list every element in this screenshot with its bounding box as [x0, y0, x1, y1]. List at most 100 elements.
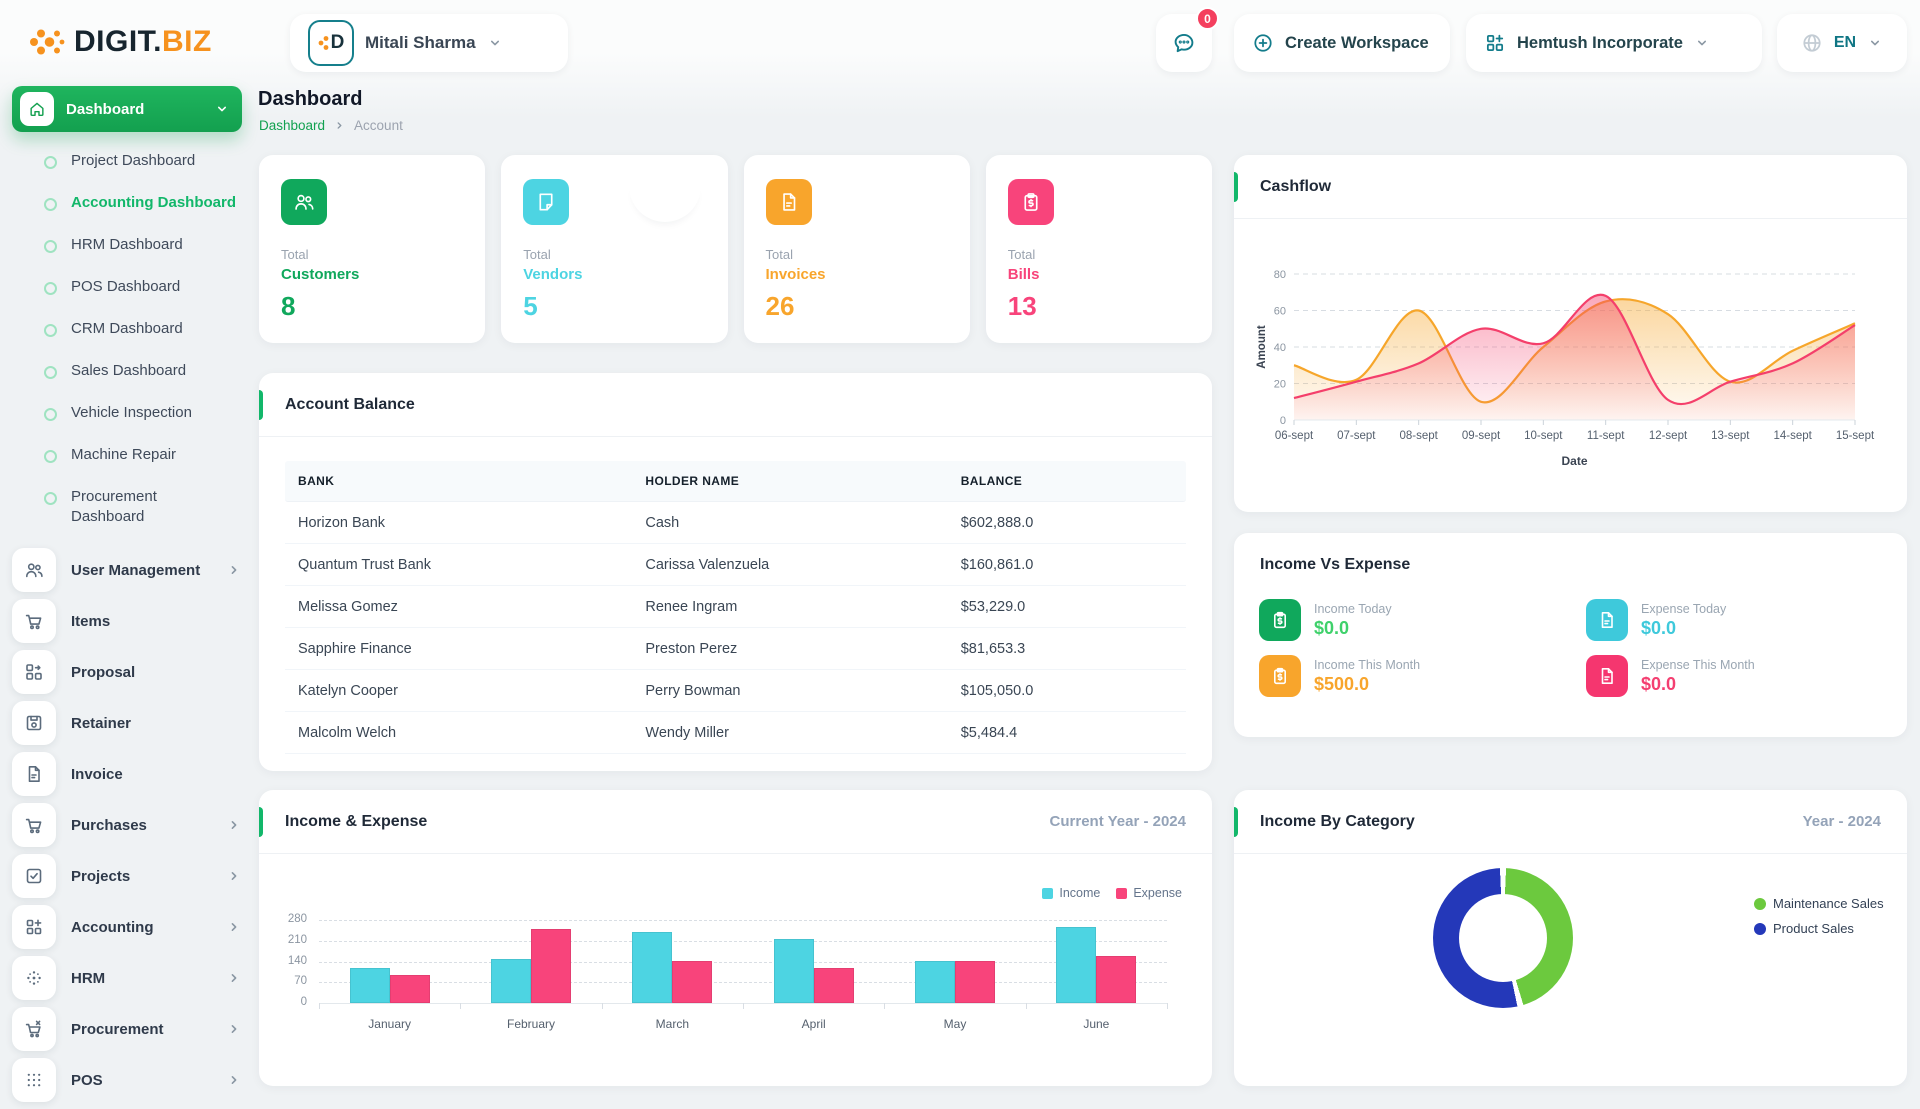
- breadcrumb-dashboard[interactable]: Dashboard: [259, 118, 326, 133]
- income-bar: [491, 958, 531, 1003]
- bullet-icon: [44, 492, 57, 505]
- document-icon: [12, 752, 56, 796]
- cashflow-area-chart: 80 60 40 20 0 06-sept 07-sept 08-sept 09-sept 10-…: [1256, 269, 1875, 468]
- table-row: Sapphire Finance Preston Perez $81,653.3: [285, 628, 1186, 670]
- notification-badge: 0: [1196, 7, 1219, 30]
- bullet-icon: [44, 324, 57, 337]
- x-tick: [319, 1003, 320, 1009]
- cashflow-card-header: Cashflow: [1234, 155, 1907, 219]
- sidebar-item-sales-dashboard[interactable]: Sales Dashboard: [12, 350, 242, 392]
- sidebar-item-pos[interactable]: POS: [12, 1058, 242, 1102]
- sidebar-item-vehicle-inspection[interactable]: Vehicle Inspection: [12, 392, 242, 434]
- sidebar-item-pos-dashboard[interactable]: POS Dashboard: [12, 266, 242, 308]
- sidebar-item-accounting-dashboard[interactable]: Accounting Dashboard: [12, 182, 242, 224]
- income-bar: [632, 932, 673, 1003]
- x-tick-label: 08-sept: [1399, 430, 1438, 442]
- donut-hole: [1459, 894, 1547, 982]
- grid-dots-icon: [12, 1058, 56, 1102]
- account-balance-table: BANK HOLDER NAME BALANCE Horizon Bank Ca…: [285, 461, 1186, 754]
- chevron-down-icon: [1867, 35, 1883, 51]
- hrm-dots-icon: [12, 956, 56, 1000]
- income-by-category-period: Year - 2024: [1802, 813, 1881, 830]
- legend-income[interactable]: Income: [1042, 886, 1100, 900]
- x-tick-label: May: [943, 1017, 967, 1031]
- logo-hex-icon: [30, 29, 65, 55]
- income-this-month-item: Income This Month $500.0: [1259, 655, 1586, 697]
- sidebar-item-crm-dashboard[interactable]: CRM Dashboard: [12, 308, 242, 350]
- sidebar-item-purchases[interactable]: Purchases: [12, 803, 242, 847]
- chevron-right-icon: [226, 868, 242, 884]
- chevron-down-icon: [1694, 35, 1710, 51]
- sidebar-item-invoice[interactable]: Invoice: [12, 752, 242, 796]
- bullet-icon: [44, 366, 57, 379]
- home-icon: [20, 92, 54, 126]
- bullet-icon: [44, 282, 57, 295]
- sidebar-item-hrm-dashboard[interactable]: HRM Dashboard: [12, 224, 242, 266]
- document-icon: [1586, 655, 1628, 697]
- user-menu[interactable]: D Mitali Sharma: [290, 14, 568, 72]
- chevron-down-icon: [214, 101, 230, 117]
- x-tick-label: 12-sept: [1649, 430, 1688, 442]
- income-by-category-title: Income By Category: [1260, 812, 1415, 830]
- bullet-icon: [44, 156, 57, 169]
- page-title: Dashboard: [258, 88, 363, 110]
- cart-icon: [12, 803, 56, 847]
- chevron-down-icon: [487, 35, 503, 51]
- language-selector[interactable]: EN: [1777, 14, 1907, 72]
- table-row: Malcolm Welch Wendy Miller $5,484.4: [285, 712, 1186, 754]
- sidebar-item-user-management[interactable]: User Management: [12, 548, 242, 592]
- chevron-right-icon: [226, 919, 242, 935]
- expense-swatch: [1116, 887, 1128, 899]
- sidebar-item-retainer[interactable]: Retainer: [12, 701, 242, 745]
- x-tick-label: 06-sept: [1275, 430, 1314, 442]
- proposal-grid-icon: [12, 650, 56, 694]
- bullet-icon: [44, 240, 57, 253]
- x-tick: [884, 1003, 886, 1009]
- avatar-letter: D: [330, 32, 345, 53]
- chevron-right-icon: [226, 970, 242, 986]
- accent-bar: [259, 390, 263, 420]
- sidebar-item-hrm[interactable]: HRM: [12, 956, 242, 1000]
- chat-button[interactable]: 0: [1156, 7, 1219, 72]
- customers-users-icon: [281, 179, 327, 225]
- x-tick: [460, 1003, 462, 1009]
- x-tick-label: 11-sept: [1587, 430, 1625, 442]
- expense-bar: [531, 929, 571, 1003]
- workspace-grid-icon: [1484, 32, 1506, 54]
- x-tick-label: 13-sept: [1711, 430, 1750, 442]
- user-name: Mitali Sharma: [365, 33, 476, 52]
- create-workspace-button[interactable]: Create Workspace: [1234, 14, 1450, 72]
- legend-product-sales[interactable]: Product Sales: [1754, 921, 1884, 936]
- clipboard-dollar-icon: [1259, 599, 1301, 641]
- gridline: [319, 982, 1167, 984]
- sidebar-item-items[interactable]: Items: [12, 599, 242, 643]
- bar-chart-legend: Income Expense: [1042, 886, 1182, 900]
- sidebar-menu: User Management Items Proposal Retainer …: [12, 548, 242, 1102]
- legend-maintenance-sales[interactable]: Maintenance Sales: [1754, 896, 1884, 911]
- sidebar-item-project-dashboard[interactable]: Project Dashboard: [12, 140, 242, 182]
- workspace-selector[interactable]: Hemtush Incorporate: [1466, 14, 1762, 72]
- column-bank: BANK: [298, 474, 335, 488]
- plus-circle-icon: [1252, 32, 1274, 54]
- sidebar-item-projects[interactable]: Projects: [12, 854, 242, 898]
- users-icon: [12, 548, 56, 592]
- gridline: [319, 920, 1167, 921]
- stat-card-customers: Total Customers 8: [259, 155, 486, 343]
- sidebar-item-proposal[interactable]: Proposal: [12, 650, 242, 694]
- legend-expense[interactable]: Expense: [1116, 886, 1182, 900]
- stat-card-invoices: Total Invoices 26: [743, 155, 970, 343]
- gridline: [319, 940, 1167, 942]
- account-balance-title: Account Balance: [285, 395, 415, 413]
- sidebar-item-machine-repair[interactable]: Machine Repair: [12, 434, 242, 476]
- x-tick-label: 09-sept: [1462, 430, 1501, 442]
- income-expense-bar-chart: 0 70 140 210 280 January February March April May…: [259, 882, 1172, 1042]
- sidebar-item-accounting[interactable]: Accounting: [12, 905, 242, 949]
- sidebar-item-dashboard[interactable]: Dashboard: [12, 86, 242, 132]
- income-by-category-card: Income By Category Year - 2024 Maintenan…: [1234, 790, 1907, 1086]
- sidebar-item-procurement[interactable]: Procurement: [12, 1007, 242, 1051]
- y-tick-label: 210: [287, 933, 307, 946]
- x-tick-label: 07-sept: [1337, 430, 1376, 442]
- y-tick-label: 140: [287, 954, 307, 967]
- sidebar-item-procurement-dashboard[interactable]: Procurement Dashboard: [12, 476, 234, 538]
- donut-chart: [1433, 868, 1573, 1008]
